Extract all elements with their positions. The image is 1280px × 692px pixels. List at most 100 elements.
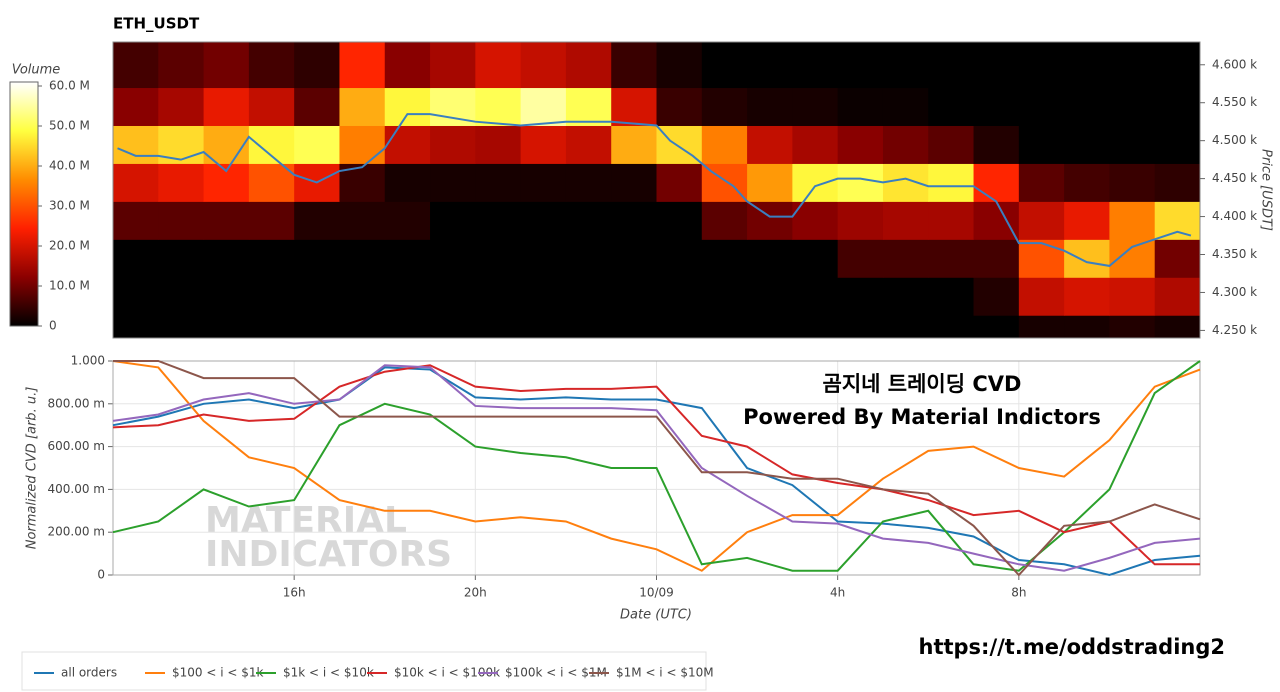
heat-cell [1109,87,1156,126]
heat-cell [1064,125,1110,164]
heat-cell [384,277,431,316]
heat-cell [928,125,975,164]
heat-cell [1154,163,1201,202]
heat-cell [113,201,159,240]
y-tick-label: 1.000 [71,354,105,368]
heat-cell [475,163,522,202]
heat-cell [973,42,1020,89]
heat-cell [973,201,1020,240]
heat-cell [656,315,703,339]
heat-cell [656,42,703,89]
heatmap: 4.250 k 4.300 k 4.350 k 4.400 k 4.450 k 4.500… [9,41,1257,339]
heat-cell [701,42,748,89]
heat-cell [565,201,612,240]
annotation: Powered By Material Indictors [743,405,1101,429]
y-tick-label: 400.00 m [48,482,106,496]
heat-cell [158,315,205,339]
heat-cell [1064,239,1110,278]
heat-cell [565,87,612,126]
heat-cell [1109,201,1156,240]
heat-cell [928,42,975,89]
heat-cell [248,201,295,240]
cvd-line [112,360,1201,572]
heat-cell [792,315,839,339]
heat-cell [1064,315,1110,339]
heat-cell [837,315,884,339]
heat-cell [973,125,1020,164]
heat-cell [837,239,884,278]
heat-cell [792,163,839,202]
x-tick-label: 20h [464,586,487,600]
heat-cell [339,315,386,339]
heat-cell [611,201,657,240]
colorbar [9,81,39,327]
annotation: 곰지네 트레이딩 CVD [823,372,1022,396]
y-tick-label: 0 [97,568,105,582]
heat-cell [747,125,793,164]
heat-cell [339,239,386,278]
heat-cell [430,42,476,89]
y-tick-label: 4.400 k [1212,209,1257,223]
heat-cell [747,239,793,278]
heat-cell [565,277,612,316]
heat-cell [384,163,431,202]
heat-cell [475,239,522,278]
heat-cell [339,277,386,316]
heat-cell [928,87,975,126]
heat-cell [339,201,386,240]
heat-cell [792,277,839,316]
heat-cell [294,239,340,278]
heat-cell [611,87,657,126]
heat-cell [973,277,1020,316]
heat-cell [792,87,839,126]
heat-cell [611,315,657,339]
heat-cell [113,42,159,89]
legend-box [21,651,707,691]
heat-cell [113,315,159,339]
heat-cell [656,277,703,316]
heat-cell [384,125,431,164]
legend-label: $100 < i < $1k [172,666,264,680]
heat-cell [294,201,340,240]
heat-cell [792,239,839,278]
heat-cell [1018,201,1065,240]
heat-cell [1154,87,1201,126]
heat-cell [928,315,975,339]
heat-cell [339,42,386,89]
heat-cell [430,163,476,202]
heat-cell [611,239,657,278]
heat-cell [656,239,703,278]
y-axis-title: Price [USDT] [1259,149,1274,231]
heat-cell [1064,42,1110,89]
heat-cell [1018,163,1065,202]
legend-label: $100k < i < $1M [505,666,607,680]
heat-cell [1018,42,1065,89]
heat-cell [1109,163,1156,202]
heat-cell [294,315,340,339]
heat-cell [1018,239,1065,278]
y-tick-label: 600.00 m [48,439,106,453]
heat-cell [248,87,295,126]
heat-cell [430,201,476,240]
legend-label: all orders [61,666,117,680]
colorbar-tick-label: 30.0 M [49,199,90,213]
heat-cell [565,315,612,339]
x-tick-label: 4h [830,586,845,600]
heat-cell [248,277,295,316]
colorbar-tick-label: 40.0 M [49,159,90,173]
heat-cell [928,239,975,278]
heat-cell [248,315,295,339]
heat-cell [1154,315,1201,339]
x-axis-title: Date (UTC) [620,608,692,623]
heat-cell [520,87,567,126]
heat-cell [973,315,1020,339]
heat-cell [973,163,1020,202]
chart-title: ETH_USDT [113,15,200,33]
heat-cell [837,87,884,126]
heat-cell [565,239,612,278]
heat-cell [747,201,793,240]
heat-cell [656,201,703,240]
heat-cell [1154,125,1201,164]
heat-cell [384,315,431,339]
